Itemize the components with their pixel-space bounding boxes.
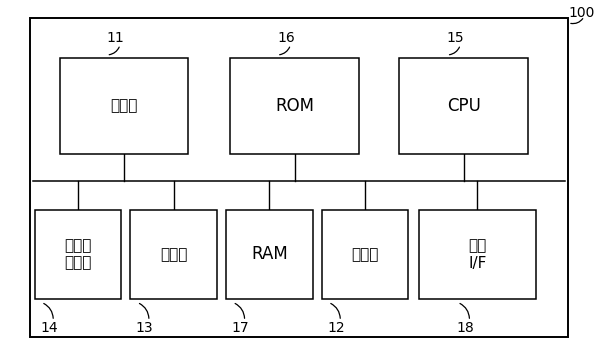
Text: 16: 16 xyxy=(277,31,295,45)
Text: RAM: RAM xyxy=(251,245,288,263)
Text: 13: 13 xyxy=(136,321,154,334)
Bar xyxy=(35,210,121,299)
Bar xyxy=(30,18,568,337)
Bar xyxy=(322,210,408,299)
Text: 11: 11 xyxy=(106,31,124,45)
Text: 18: 18 xyxy=(456,321,474,334)
Text: 17: 17 xyxy=(231,321,249,334)
Bar xyxy=(399,58,528,154)
Text: 通信
I/F: 通信 I/F xyxy=(468,238,486,270)
Text: 操作部: 操作部 xyxy=(160,247,187,262)
Text: タッチ
パネル: タッチ パネル xyxy=(65,238,91,270)
Bar xyxy=(226,210,313,299)
Text: 12: 12 xyxy=(327,321,345,334)
Text: 14: 14 xyxy=(40,321,58,334)
Text: ROM: ROM xyxy=(275,97,314,115)
Text: 100: 100 xyxy=(568,6,594,20)
Text: CPU: CPU xyxy=(447,97,481,115)
Bar xyxy=(230,58,359,154)
Text: 15: 15 xyxy=(447,31,465,45)
Text: 表示部: 表示部 xyxy=(111,98,138,113)
Bar xyxy=(130,210,217,299)
Bar xyxy=(419,210,536,299)
Text: カメラ: カメラ xyxy=(352,247,379,262)
Bar xyxy=(60,58,188,154)
